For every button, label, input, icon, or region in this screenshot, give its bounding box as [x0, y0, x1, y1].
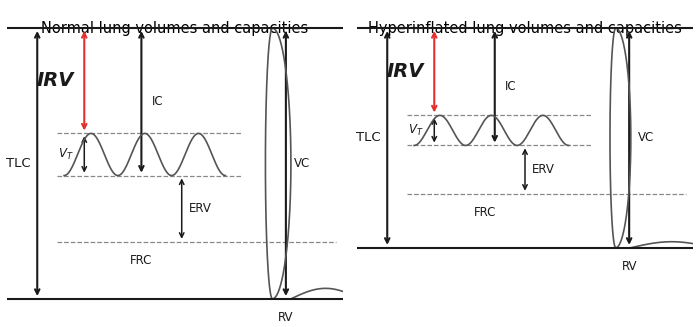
Text: RV: RV: [278, 311, 293, 324]
Text: VC: VC: [638, 131, 654, 145]
Text: VC: VC: [294, 157, 311, 170]
Text: IC: IC: [505, 80, 517, 93]
Text: IRV: IRV: [387, 62, 424, 81]
Text: RV: RV: [622, 260, 637, 273]
Text: IRV: IRV: [37, 71, 74, 90]
Text: ERV: ERV: [532, 163, 554, 176]
Text: FRC: FRC: [473, 206, 496, 219]
Text: TLC: TLC: [6, 157, 31, 170]
Text: $\mathit{V}_T$: $\mathit{V}_T$: [58, 147, 74, 162]
Text: Hyperinflated lung volumes and capacities: Hyperinflated lung volumes and capacitie…: [368, 21, 682, 36]
Text: $\mathit{V}_T$: $\mathit{V}_T$: [408, 123, 424, 138]
Text: TLC: TLC: [356, 131, 381, 145]
Text: ERV: ERV: [188, 202, 211, 215]
Text: FRC: FRC: [130, 254, 153, 267]
Text: IC: IC: [151, 95, 163, 108]
Text: Normal lung volumes and capacities: Normal lung volumes and capacities: [41, 21, 309, 36]
